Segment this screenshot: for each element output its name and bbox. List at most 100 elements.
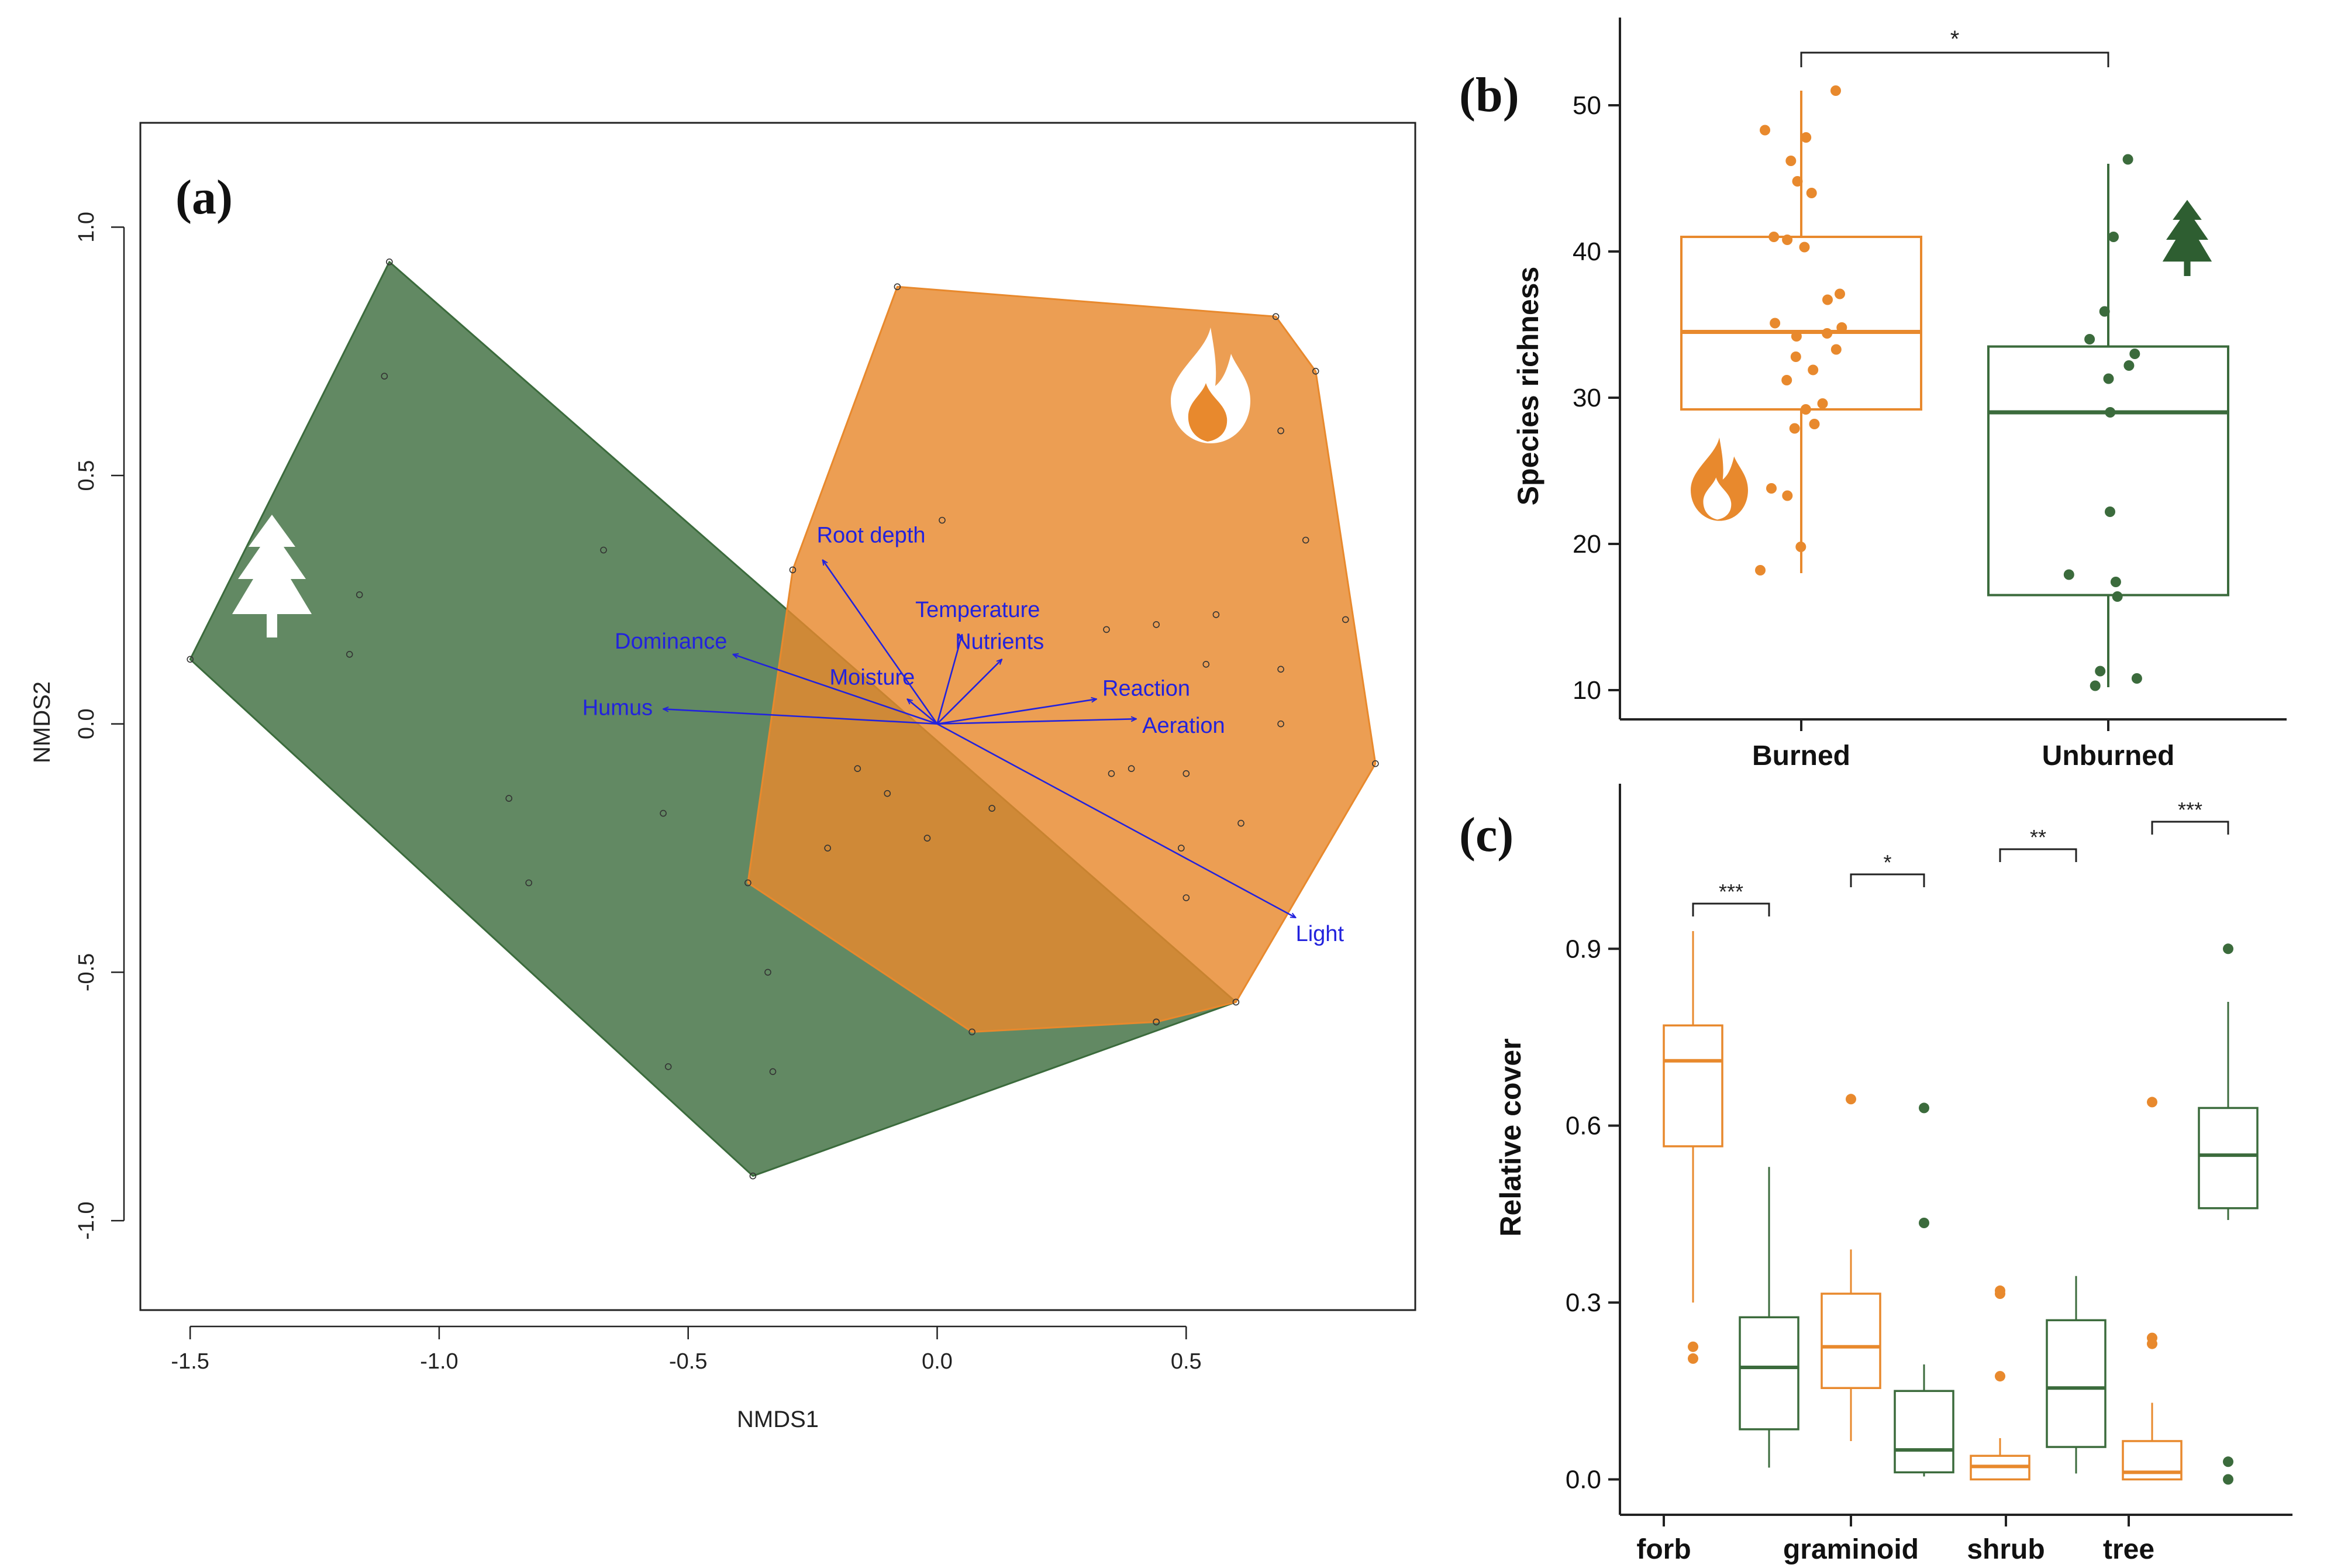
point-unburned [2122,154,2133,165]
point-burned [1781,375,1792,385]
site-point-burned [884,790,891,797]
cover-boxplots [1663,931,2259,1485]
site-point-burned [1342,616,1349,623]
richness-y-axis: 10 20 30 40 50 [1573,18,1621,719]
outlier-tree-unburned [2223,1474,2233,1485]
y-tick-label: 0.5 [74,460,99,491]
x-tick-label-shrub: shrub [1967,1534,2045,1565]
richness-x-axis: Burned Unburned [1620,718,2287,771]
significance-label-tree: *** [2178,798,2202,822]
outlier-forb-burned [1688,1341,1698,1352]
point-burned [1795,542,1806,552]
point-unburned [2103,373,2114,384]
site-point-burned [968,1028,975,1036]
vector-label-dominance: Dominance [615,629,727,654]
site-point-unburned [664,1063,672,1070]
vector-dominance [733,654,937,725]
point-unburned [2063,569,2074,580]
vector-label-aeration: Aeration [1142,714,1225,738]
x-tick-label-unburned: Unburned [2042,740,2175,771]
point-burned [1760,125,1770,136]
y-tick-label: 30 [1573,384,1601,412]
site-point-unburned [600,546,607,554]
y-tick-label: -0.5 [74,953,99,991]
site-point-burned [1202,661,1210,668]
point-burned [1830,344,1842,355]
significance-label-graminoid: * [1883,850,1891,874]
point-burned [1801,132,1812,143]
cover-y-axis: 0.0 0.3 0.6 0.9 [1566,784,1621,1515]
point-burned [1822,328,1833,339]
outlier-graminoid-burned [1846,1094,1856,1105]
box-shrub-unburned [2046,1319,2107,1448]
x-tick-label: 0.5 [1171,1349,1202,1374]
site-point-burned [744,879,751,887]
point-unburned [2108,232,2119,242]
vector-label-temperature: Temperature [915,598,1040,622]
outlier-forb-burned [1688,1353,1698,1364]
site-point-burned [1277,427,1284,435]
x-tick-label: 0.0 [922,1349,953,1374]
significance-label-forb: *** [1719,880,1743,904]
site-point-burned [1277,720,1284,728]
site-point-unburned [187,656,194,663]
site-point-burned [1237,819,1244,827]
x-tick-label-burned: Burned [1752,740,1850,771]
x-tick-label: -0.5 [669,1349,707,1374]
site-point-burned [1153,1018,1160,1026]
box-burned [1680,236,1922,411]
site-point-burned [854,765,861,772]
environment-vectors [663,560,1296,918]
site-point-burned [1182,770,1190,777]
box-tree-burned [2122,1440,2183,1481]
outlier-graminoid-unburned [1919,1102,1929,1114]
point-unburned [2110,577,2121,587]
significance-bracket-graminoid [1850,873,1925,887]
vector-root-depth [823,560,938,725]
species-richness-panel: 10 20 30 40 50 Burned Unburned * Species rich… [1459,18,2287,771]
point-burned [1836,322,1847,333]
vector-aeration [937,719,1137,725]
point-unburned [2099,306,2110,317]
point-unburned [2084,334,2095,344]
vector-label-light: Light [1296,922,1344,946]
x-tick-label: -1.5 [171,1349,209,1374]
x-tick-label-graminoid: graminoid [1783,1534,1919,1565]
vector-label-moisture: Moisture [830,665,915,690]
site-point-unburned [381,373,388,380]
site-point-burned [1272,313,1280,321]
y-tick-label: 40 [1573,237,1601,266]
point-burned [1789,423,1800,434]
nmds-x-axis: -1.5 -1.0 -0.5 0.0 0.5 [171,1325,1202,1374]
site-point-burned [1312,367,1319,375]
hull-burned [747,285,1377,1033]
point-burned [1800,404,1811,415]
site-point-burned [1103,626,1110,633]
y-tick-label: 20 [1573,530,1601,559]
site-point-burned [923,835,931,842]
site-point-unburned [1232,998,1240,1006]
nmds-y-axis: -1.0 -0.5 0.0 0.5 1.0 [74,212,125,1240]
point-burned [1755,565,1766,575]
point-unburned [2123,360,2135,371]
point-burned [1768,232,1780,242]
significance-bracket-forb [1692,902,1770,916]
site-point-unburned [385,258,393,266]
site-point-burned [894,283,901,291]
richness-y-axis-label: Species richness [1512,267,1544,506]
vector-reaction [937,699,1097,725]
y-tick-label: 10 [1573,676,1601,705]
point-burned [1806,188,1817,198]
box-graminoid-unburned [1894,1390,1954,1474]
site-point-unburned [769,1068,777,1076]
x-tick-label-forb: forb [1636,1534,1691,1565]
panel-c-label: (c) [1459,808,1514,862]
richness-boxplots [1680,85,2229,691]
y-tick-label: 0.6 [1566,1112,1601,1140]
site-point-unburned [749,1172,757,1180]
vector-nutrients [936,659,1002,725]
point-unburned [2129,349,2140,359]
vector-label-humus: Humus [582,695,653,720]
flame-icon [1171,328,1250,443]
